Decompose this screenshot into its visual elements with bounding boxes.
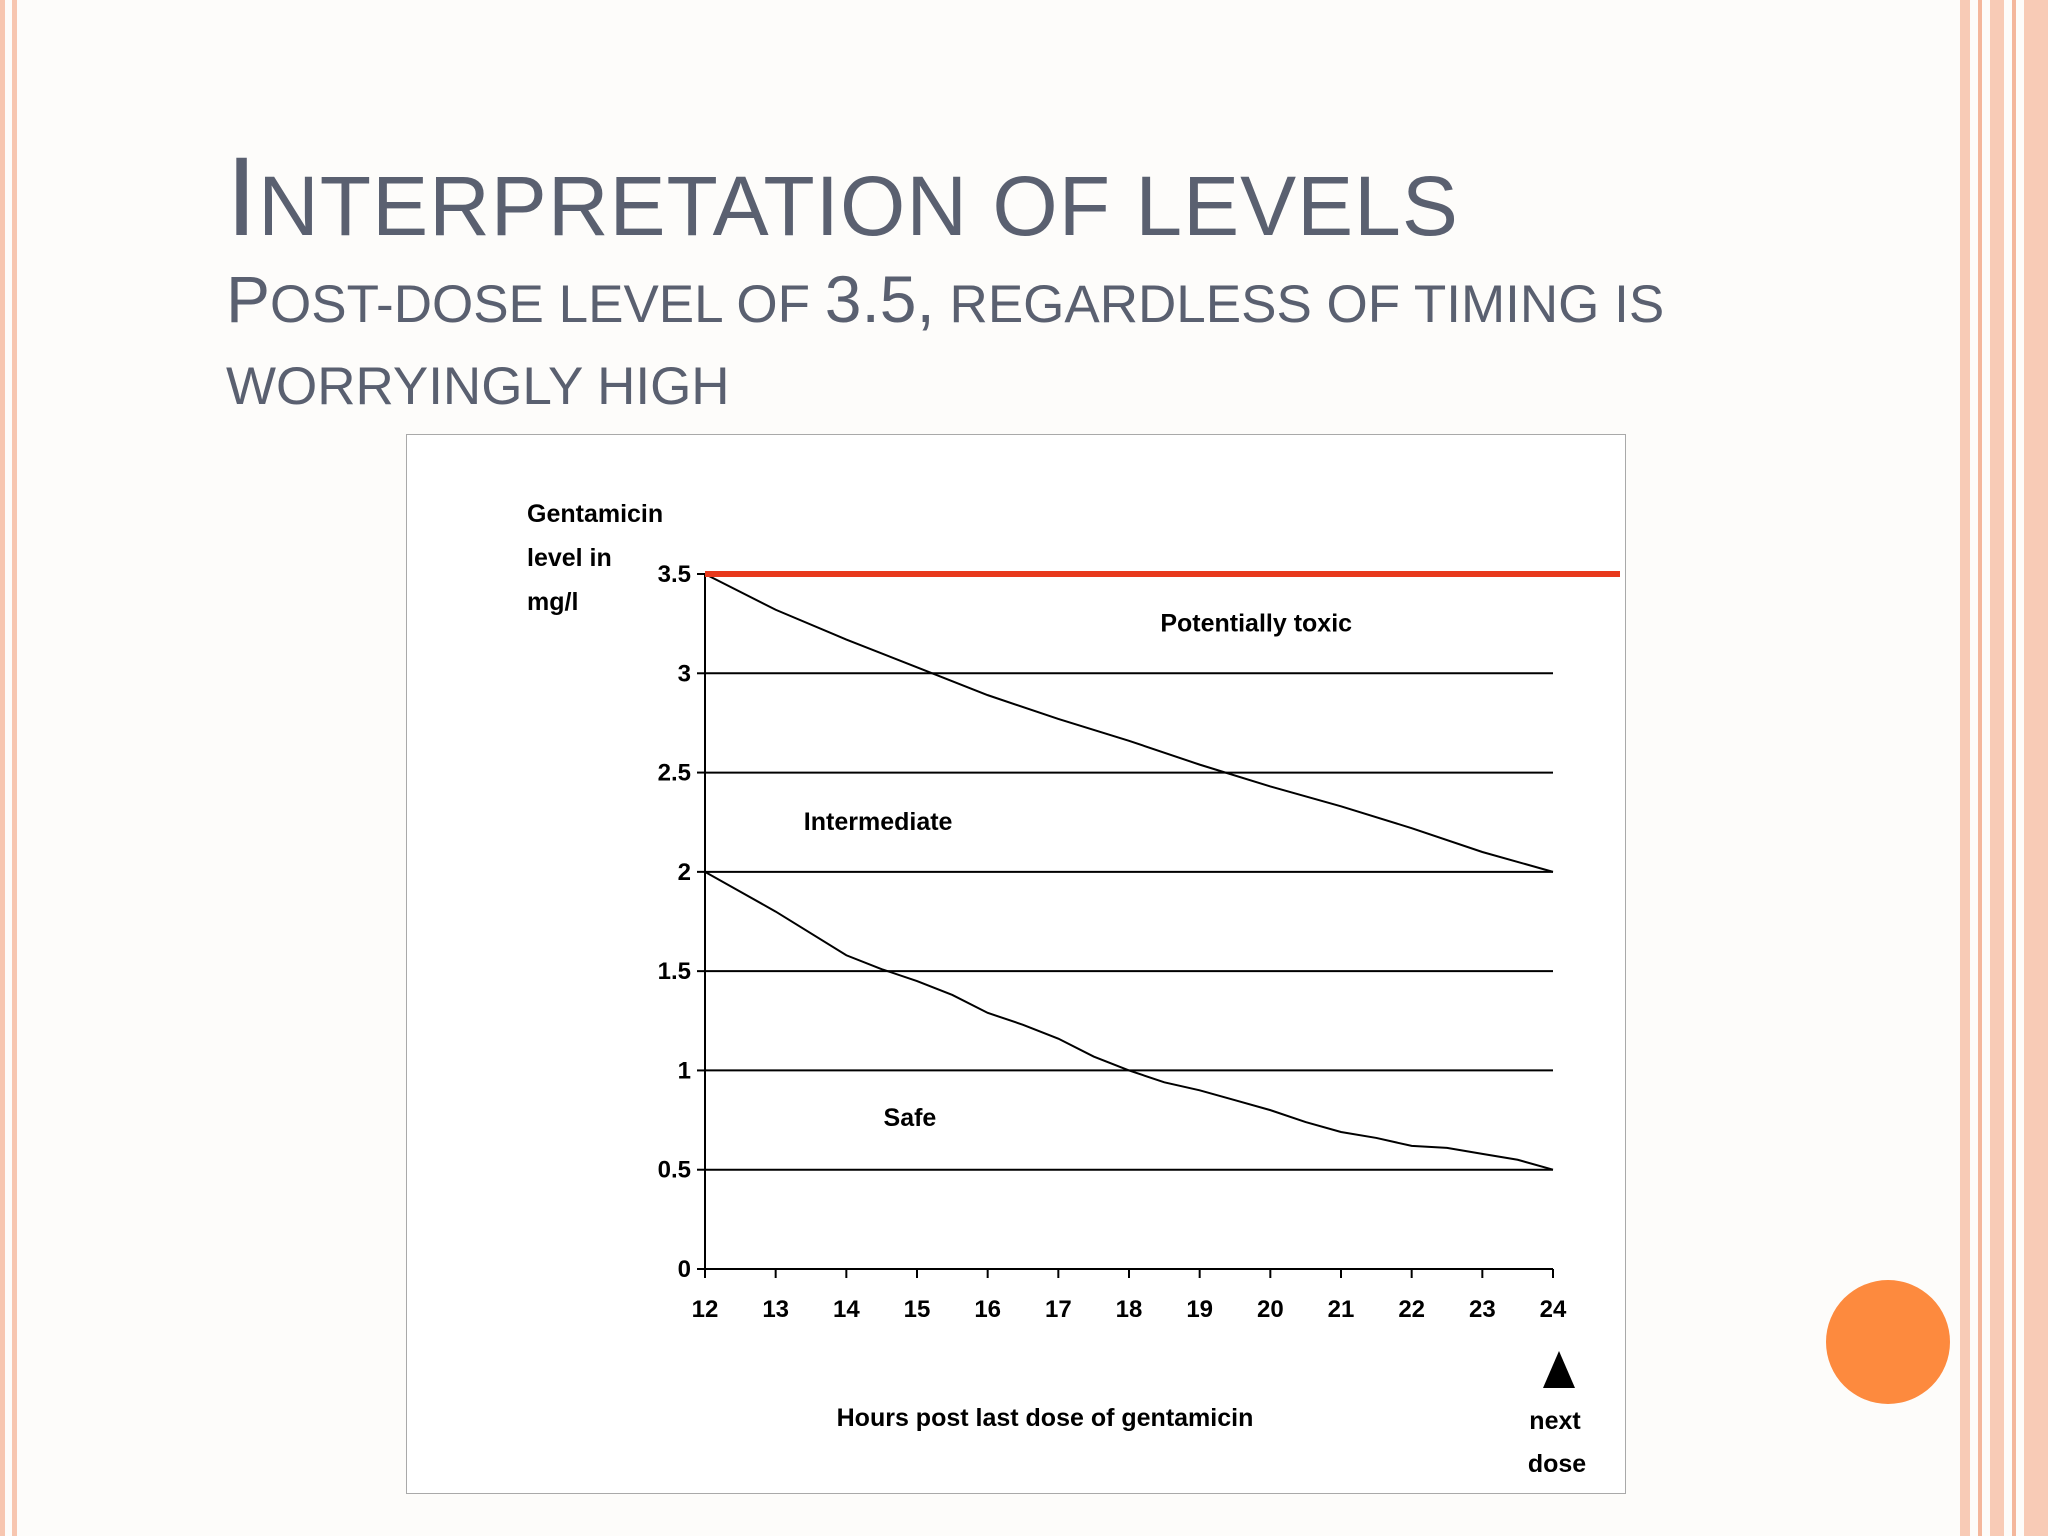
subtitle-text: OST-DOSE LEVEL OF [270,275,825,334]
title-text: NTERPRETATION [258,159,993,253]
x-tick-label: 15 [904,1296,931,1323]
y-axis-label: level in [527,544,612,572]
region-label-potentially-toxic: Potentially toxic [1160,610,1352,638]
left-decorative-stripe [12,0,17,1536]
right-decorative-stripe [1990,0,2004,1536]
slide-subtitle: POST-DOSE LEVEL OF 3.5, REGARDLESS OF TI… [226,258,1786,428]
x-tick-label: 16 [974,1296,1001,1323]
x-tick-label: 18 [1116,1296,1143,1323]
y-axis-label: mg/l [527,588,578,616]
y-tick-label: 3.5 [658,561,691,588]
x-tick-label: 22 [1398,1296,1425,1323]
y-tick-label: 3 [678,660,691,687]
x-tick-label: 17 [1045,1296,1072,1323]
region-label-safe: Safe [884,1104,937,1132]
x-tick-label: 19 [1186,1296,1213,1323]
right-decorative-stripe [1978,0,1982,1536]
title-initial: I [226,134,259,259]
y-tick-label: 0 [678,1256,691,1283]
x-tick-label: 14 [833,1296,860,1323]
y-tick-label: 1.5 [658,958,691,985]
x-tick-label: 12 [692,1296,719,1323]
y-tick-label: 1 [678,1057,691,1084]
orange-circle-decoration [1826,1280,1950,1404]
y-tick-label: 2.5 [658,760,691,787]
right-decorative-stripe [1960,0,1970,1536]
x-tick-label: 20 [1257,1296,1284,1323]
right-decorative-stripe [2024,0,2048,1536]
y-tick-label: 0.5 [658,1157,691,1184]
chart-frame: 0 0.5 1 1.5 2 2.5 3 3.5 12 13 14 15 16 17 18 19 20 21 22 23… [406,434,1626,1494]
y-axis-label: Gentamicin [527,500,663,528]
next-dose-label: next [1529,1407,1581,1435]
x-tick-label: 21 [1328,1296,1355,1323]
title-text-end: OF LEVELS [992,159,1459,253]
region-label-intermediate: Intermediate [804,808,953,836]
right-decorative-stripe [2012,0,2016,1536]
subtitle-initial: P [226,262,271,336]
subtitle-text-end: REGARDLESS OF TIMING IS WORRYINGLY HIGH [226,275,1665,416]
x-tick-label: 13 [762,1296,789,1323]
next-dose-arrow-icon [1543,1351,1575,1388]
next-dose-label: dose [1528,1450,1586,1478]
x-axis-label: Hours post last dose of gentamicin [837,1404,1254,1432]
x-tick-label: 23 [1469,1296,1496,1323]
x-tick-label: 24 [1540,1296,1567,1323]
gentamicin-chart: 0 0.5 1 1.5 2 2.5 3 3.5 12 13 14 15 16 17 18 19 20 21 22 23… [527,500,1620,1478]
series-line-lower-boundary [704,870,1554,1171]
slide-title: INTERPRETATION OF LEVELS [226,132,1459,261]
left-decorative-stripe [0,0,5,1536]
subtitle-value: 3.5, [824,262,935,336]
series-line-upper-boundary [704,573,1554,873]
y-tick-label: 2 [678,859,691,886]
